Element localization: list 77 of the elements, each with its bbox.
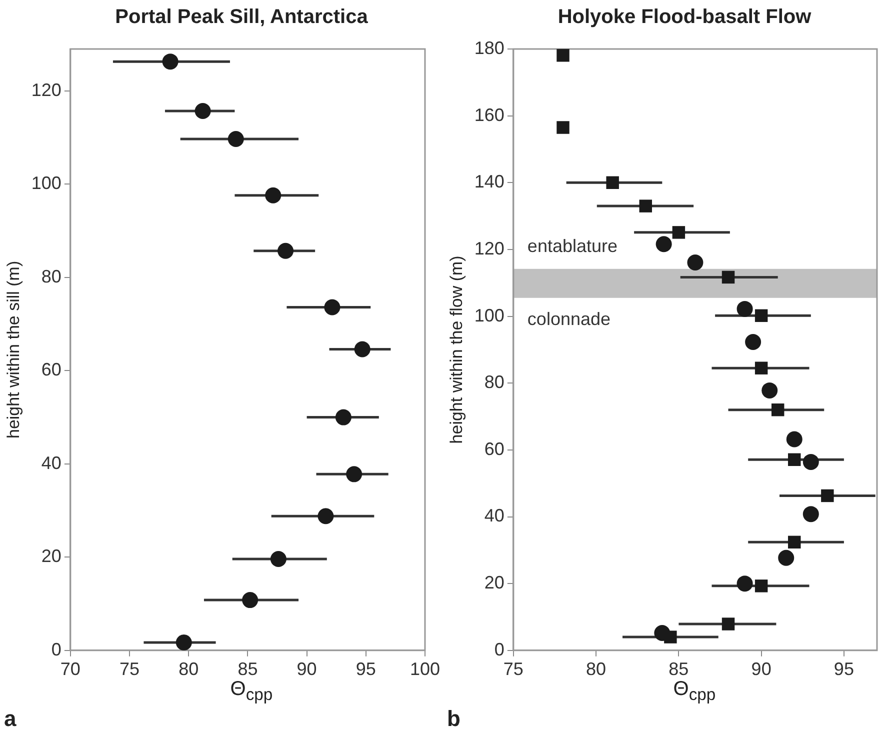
x-tick-label: 90 [751,659,772,680]
y-tick-label: 20 [41,546,62,566]
x-tick-label: 75 [120,659,140,680]
y-axis-title: height within the flow (m) [446,256,466,444]
annotation: entablature [527,236,618,256]
point [722,618,735,630]
point [346,466,362,482]
y-tick-label: 160 [474,104,504,125]
point [270,551,286,568]
x-axis-title: Θ$_{cpp}$ [672,678,717,705]
point [639,200,652,212]
point [736,300,753,317]
point [762,382,778,398]
point [556,121,570,134]
x-tick-label: 95 [834,659,854,680]
point [687,254,704,270]
point [788,453,801,466]
point [736,576,753,592]
point [354,341,370,358]
x-tick-label: 95 [356,659,376,680]
point [162,54,178,70]
point [778,550,794,566]
point [556,49,570,62]
y-tick-label: 100 [474,305,504,326]
x-tick-label: 90 [296,659,317,680]
x-tick-label: 85 [238,659,258,680]
x-tick-label: 80 [586,659,606,680]
y-tick-label: 80 [484,372,504,392]
point [318,508,334,524]
y-tick-label: 120 [31,80,62,100]
chart-title: Portal Peak Sill, Antarctica [114,6,369,29]
y-tick-label: 60 [41,360,62,380]
y-tick-label: 80 [41,266,62,286]
text: b [447,706,460,732]
y-axis-title: height within the sill (m) [4,260,23,439]
point [242,592,258,608]
point [265,187,282,204]
y-tick-label: 100 [31,173,62,194]
y-tick-label: 20 [484,572,504,593]
y-tick-label: 0 [51,639,62,660]
point [821,489,834,502]
point [745,334,762,350]
point [335,409,352,426]
point [754,362,768,374]
y-tick-label: 40 [41,452,62,473]
point [228,130,244,147]
x-tick-label: 80 [178,659,199,680]
point [754,309,768,322]
y-tick-label: 0 [494,639,504,660]
text: a [4,706,16,732]
x-tick-label: 70 [60,659,80,680]
point [324,299,340,316]
point [194,103,211,120]
y-tick-label: 120 [474,238,504,258]
y-tick-label: 180 [474,38,504,58]
point [788,536,801,549]
x-tick-label: 75 [503,659,524,680]
point [802,506,819,522]
point [786,431,802,448]
chart-title: Holyoke Flood-basalt Flow [556,6,812,29]
point [278,242,294,259]
point [754,580,768,592]
point [802,454,819,470]
point [606,176,619,190]
point [672,226,686,239]
y-tick-label: 140 [474,172,504,192]
point [656,236,672,252]
point [664,630,677,644]
x-axis-title: Θ$_{cpp}$ [229,678,274,705]
x-tick-label: 100 [410,659,440,680]
point [771,403,784,416]
y-tick-label: 40 [484,506,504,526]
point [176,634,192,650]
x-tick-label: 85 [668,659,689,680]
point [722,270,735,284]
annotation: colonnade [527,308,611,329]
y-tick-label: 60 [484,438,504,459]
